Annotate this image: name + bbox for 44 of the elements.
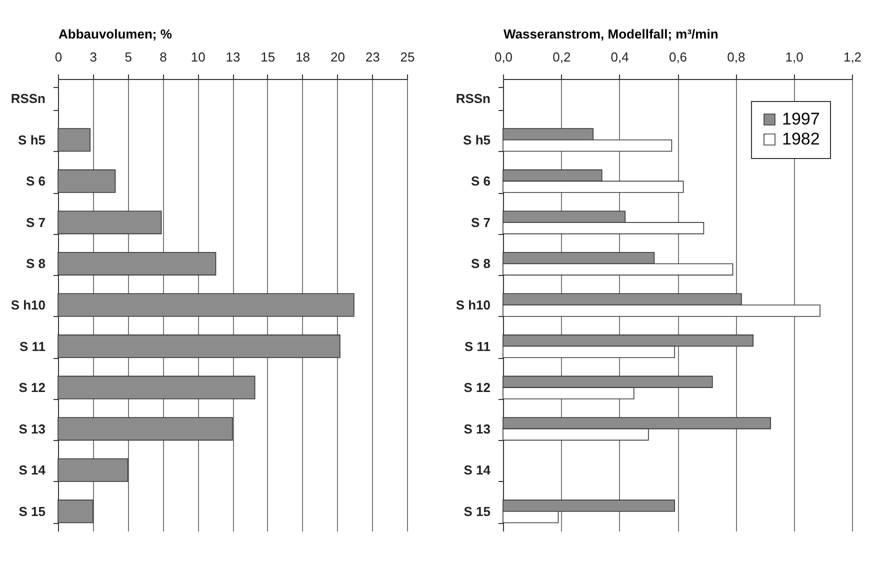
- x-tick-label: 10: [190, 50, 206, 64]
- y-tick-label: S h5: [18, 132, 46, 148]
- y-tick-label: S 14: [18, 462, 46, 478]
- legend-label: 1982: [782, 130, 820, 148]
- y-tick-label: S 8: [470, 256, 490, 272]
- x-axis-title: Wasseranstrom, Modellfall; m³/min: [504, 26, 718, 42]
- x-tick-label: 8: [160, 50, 167, 64]
- y-tick-label: S 7: [470, 214, 490, 230]
- y-tick-label: S 12: [464, 380, 490, 396]
- y-tick-label: S 13: [464, 421, 490, 436]
- x-tick-label: 0,2: [552, 50, 571, 64]
- x-tick-label: 23: [365, 50, 380, 64]
- y-tick-label: RSSn: [456, 91, 491, 106]
- y-tick-label: S 6: [470, 174, 490, 189]
- y-tick-label: RSSn: [10, 91, 46, 106]
- x-tick-label: 18: [296, 50, 310, 64]
- x-tick-label: 15: [260, 50, 276, 64]
- y-tick-label: S 13: [18, 421, 46, 436]
- x-tick-label: 0,6: [668, 50, 688, 64]
- y-tick-label: S 14: [464, 462, 492, 478]
- x-tick-label: 25: [400, 50, 415, 64]
- y-tick-label: S 7: [26, 214, 46, 230]
- x-tick-label: 3: [90, 50, 98, 64]
- y-tick-label: S 11: [464, 338, 490, 354]
- x-tick-label: 13: [226, 50, 240, 64]
- y-tick-label: S 6: [26, 174, 46, 189]
- x-tick-label: 0,0: [494, 50, 513, 64]
- x-tick-label: 0: [54, 50, 62, 64]
- x-tick-label: 20: [330, 50, 345, 64]
- x-axis-title: Abbauvolumen; %: [58, 26, 172, 42]
- y-tick-label: S h5: [463, 132, 490, 148]
- y-tick-label: S 12: [18, 380, 46, 396]
- y-tick-label: S 8: [26, 256, 46, 272]
- x-tick-label: 5: [124, 50, 132, 64]
- x-tick-label: 0,4: [610, 50, 629, 64]
- x-tick-label: 1,0: [785, 50, 804, 64]
- y-tick-label: S 11: [19, 338, 46, 354]
- y-tick-label: S h10: [456, 298, 490, 312]
- y-tick-label: S 15: [18, 504, 46, 519]
- y-tick-label: S 15: [464, 504, 490, 519]
- x-tick-label: 0,8: [727, 50, 746, 64]
- legend-label: 1997: [782, 110, 820, 128]
- x-tick-label: 1,2: [843, 50, 862, 64]
- y-tick-label: S h10: [10, 298, 46, 312]
